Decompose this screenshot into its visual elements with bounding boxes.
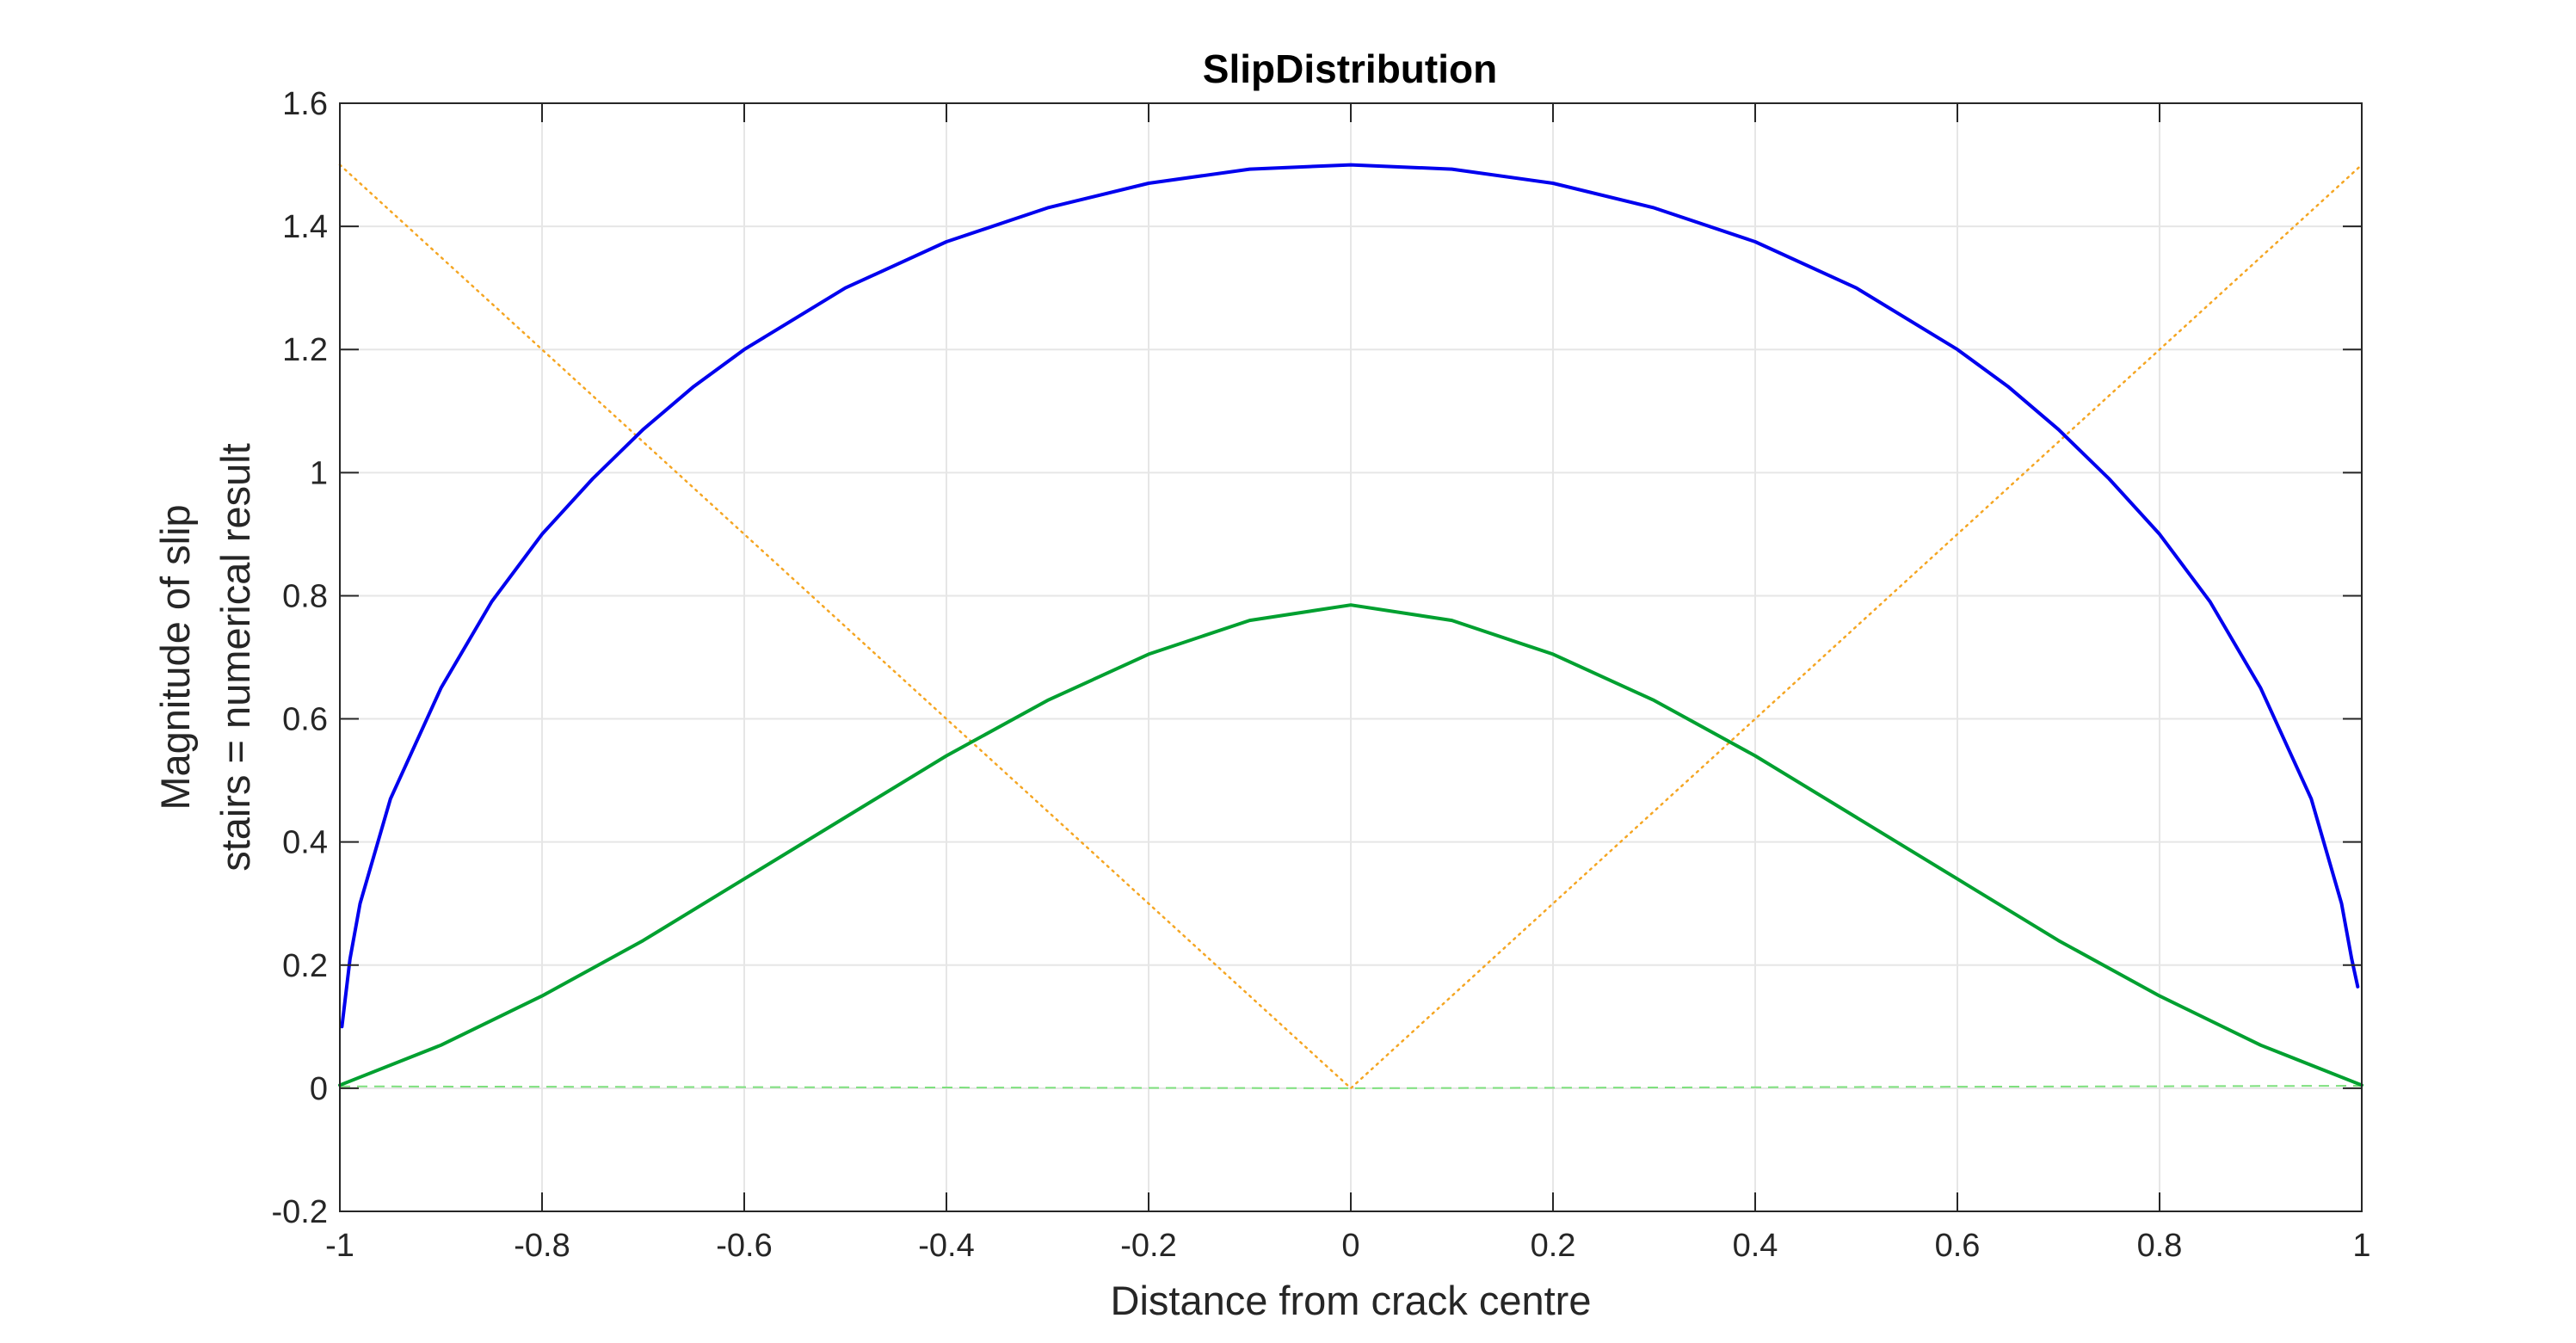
y-axis-label-line-1: Magnitude of slip: [152, 504, 198, 810]
y-tick-label: 0.2: [282, 948, 328, 984]
y-tick-label: 0.4: [282, 825, 328, 861]
x-tick-label: 0.2: [1531, 1228, 1576, 1264]
series-line-1: [338, 603, 2363, 1087]
plot-area: [338, 102, 2363, 1212]
series-line-2: [338, 163, 2363, 1090]
series-line-0: [340, 163, 2360, 1029]
x-tick-label: 0.6: [1935, 1228, 1981, 1264]
y-axis-label-line-2: stairs = numerical result: [213, 443, 258, 872]
x-tick-label: -1: [325, 1228, 354, 1264]
x-tick-label: 0.8: [2137, 1228, 2183, 1264]
x-tick-label: -0.8: [514, 1228, 570, 1264]
y-tick-label: -0.2: [272, 1194, 328, 1230]
x-tick-label: 0: [1341, 1228, 1359, 1264]
data-series: [338, 163, 2363, 1090]
x-tick-labels: -1 -0.8 -0.6 -0.4 -0.2 0 0.2 0.4 0.6 0.8 1: [325, 1228, 2370, 1264]
y-tick-label: 0.8: [282, 578, 328, 614]
series-line-3: [339, 1085, 2363, 1089]
chart-title: SlipDistribution: [1203, 46, 1497, 91]
y-tick-label: 1.4: [282, 209, 328, 245]
y-tick-label: 1.6: [282, 86, 328, 122]
x-tick-label: -0.6: [716, 1228, 772, 1264]
y-tick-label: 0.6: [282, 702, 328, 738]
x-tick-label: -0.2: [1120, 1228, 1176, 1264]
y-tick-labels: -0.2 0 0.2 0.4 0.6 0.8 1 1.2 1.4 1.6: [272, 86, 328, 1230]
y-tick-label: 1: [310, 455, 328, 491]
x-tick-label: -0.4: [918, 1228, 974, 1264]
tick-marks: [339, 102, 2363, 1212]
x-tick-label: 1: [2352, 1228, 2370, 1264]
y-tick-label: 1.2: [282, 332, 328, 368]
x-tick-label: 0.4: [1733, 1228, 1778, 1264]
x-axis-label: Distance from crack centre: [1111, 1278, 1592, 1323]
y-axis-label-group: Magnitude of slip stairs = numerical res…: [152, 443, 258, 872]
y-tick-label: 0: [310, 1071, 328, 1107]
